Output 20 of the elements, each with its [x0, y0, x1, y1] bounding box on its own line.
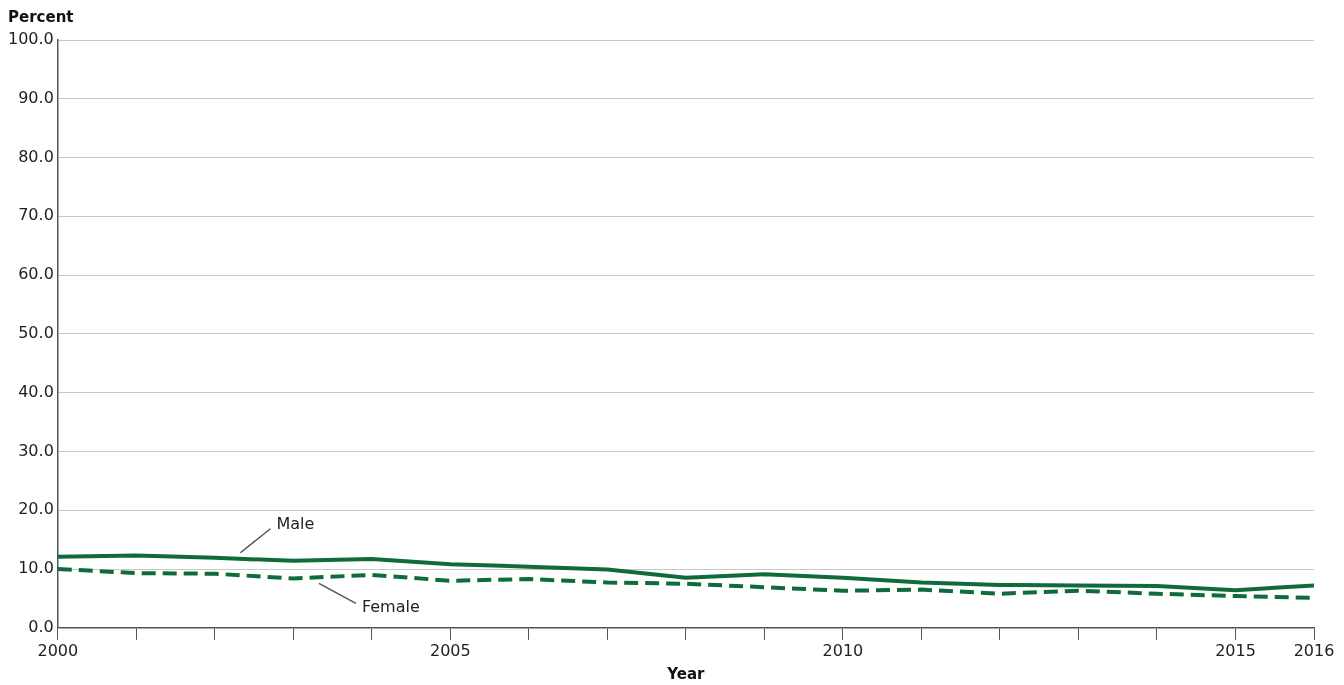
- y-tick-label: 100.0: [7, 29, 54, 49]
- y-tick-label: 70.0: [18, 205, 54, 225]
- x-tick-label: 2016: [1293, 640, 1335, 660]
- series-label: Female: [361, 596, 420, 616]
- y-tick-label: 90.0: [18, 87, 54, 107]
- series-label: Male: [276, 513, 315, 533]
- y-tick-label: 40.0: [18, 381, 54, 401]
- y-tick-label: 50.0: [18, 323, 54, 343]
- y-tick-label: 0.0: [28, 616, 54, 636]
- y-tick-label: 20.0: [18, 499, 54, 519]
- y-tick-label: 60.0: [18, 264, 54, 284]
- x-tick-label: 2015: [1215, 640, 1256, 660]
- x-tick-label: 2005: [430, 640, 471, 660]
- x-tick-label: 2010: [822, 640, 864, 660]
- x-axis-title: Year: [666, 664, 706, 683]
- y-tick-label: 30.0: [18, 440, 54, 460]
- x-tick-label: 2000: [37, 640, 79, 660]
- y-tick-label: 80.0: [18, 146, 54, 166]
- y-axis-title: Percent: [8, 7, 74, 26]
- y-tick-label: 10.0: [18, 558, 54, 578]
